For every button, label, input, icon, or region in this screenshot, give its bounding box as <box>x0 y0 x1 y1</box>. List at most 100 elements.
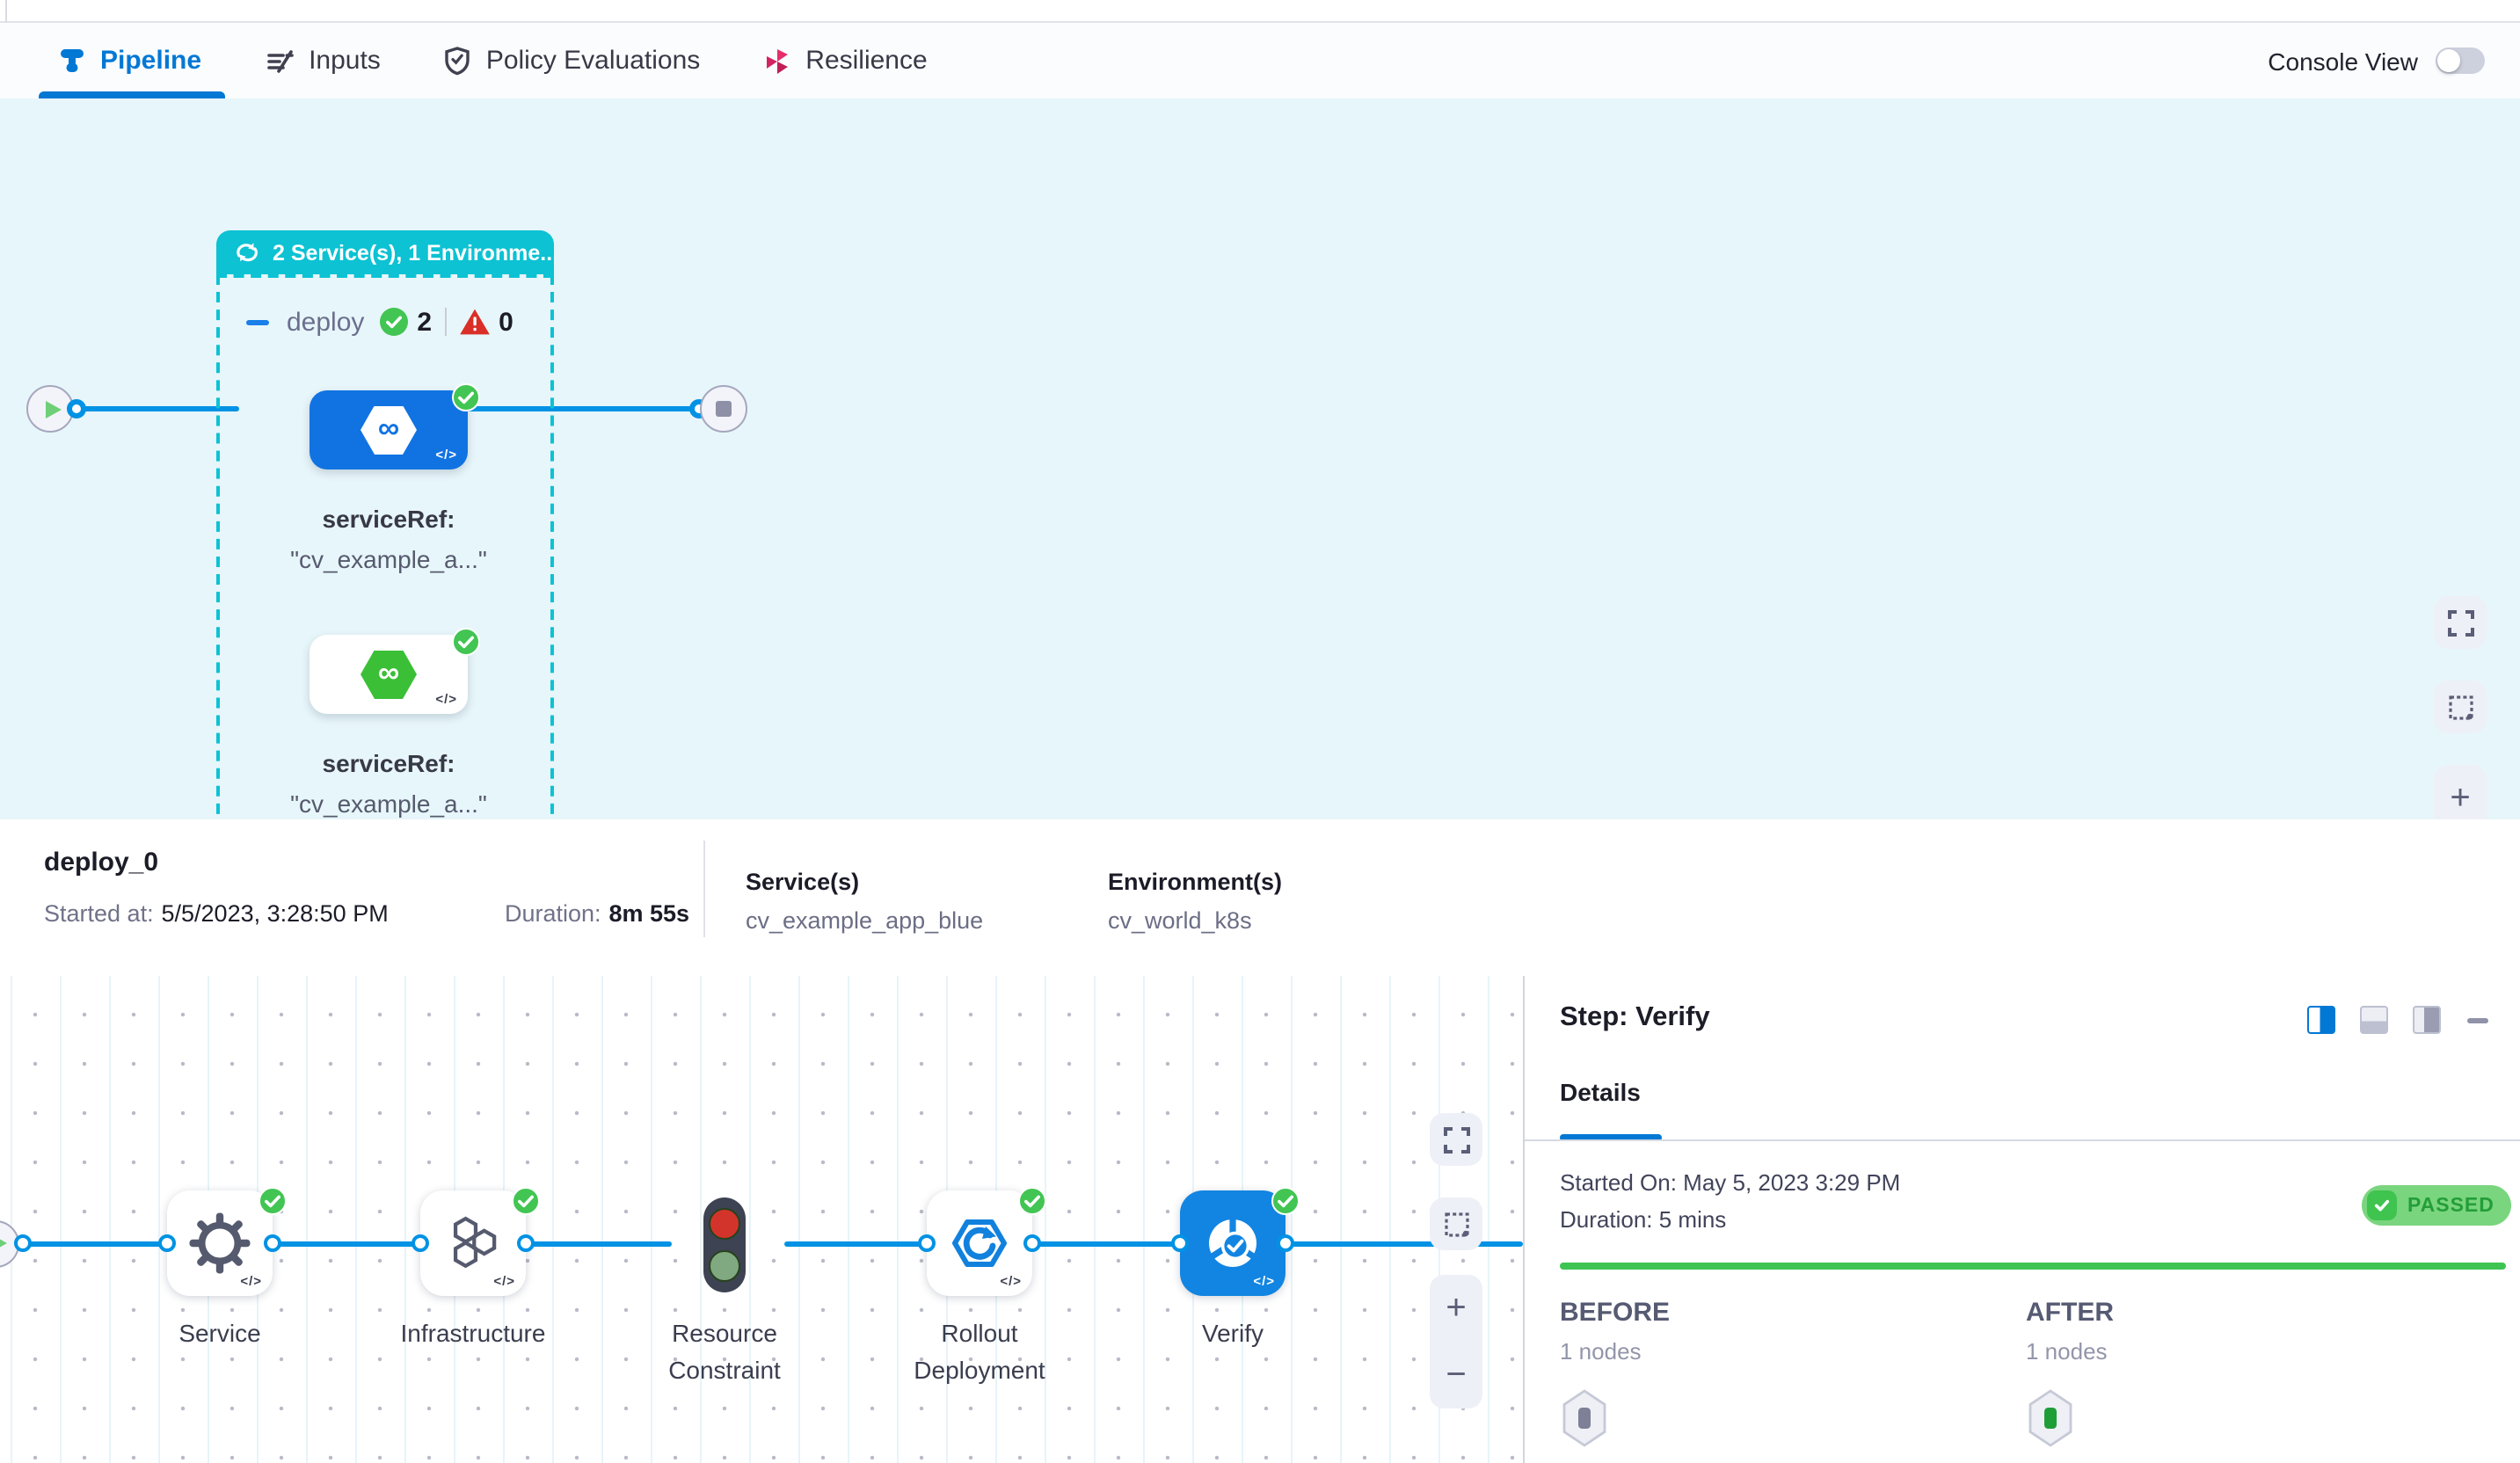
zoom-out-button[interactable]: − <box>1446 1356 1467 1394</box>
play-icon <box>0 1234 6 1252</box>
environments-label: Environment(s) <box>1108 869 1283 895</box>
harness-service-icon: ∞ <box>361 650 417 699</box>
step-label: Service <box>178 1319 261 1347</box>
duration-label: Duration: <box>505 900 601 927</box>
edge <box>23 1241 171 1246</box>
marquee-icon <box>2448 695 2473 719</box>
tab-policy-evaluations[interactable]: Policy Evaluations <box>444 23 700 98</box>
minimize-panel-icon[interactable] <box>2467 1018 2488 1023</box>
fullscreen-icon <box>1443 1126 1469 1153</box>
success-check-icon <box>380 308 409 336</box>
pipeline-icon <box>58 46 86 76</box>
fullscreen-button[interactable] <box>2434 596 2487 649</box>
tab-resilience[interactable]: Resilience <box>763 23 928 98</box>
step-status-icon <box>512 1187 540 1215</box>
stage-row[interactable]: deploy 2 0 <box>246 304 545 339</box>
layout-split-icon[interactable] <box>2307 1006 2335 1034</box>
after-node-hexagon[interactable] <box>2028 1389 2073 1447</box>
play-icon <box>45 400 61 418</box>
after-node-count: 1 nodes <box>2026 1338 2108 1365</box>
edge-start-to-stage <box>77 406 239 411</box>
service-card-1[interactable]: ∞ </> <box>310 390 468 469</box>
fullscreen-button[interactable] <box>1430 1113 1482 1166</box>
step-label: Verify <box>1201 1319 1264 1347</box>
service-2-status-icon <box>452 628 480 656</box>
tab-pipeline[interactable]: Pipeline <box>39 23 223 98</box>
stage-group-header[interactable]: 2 Service(s), 1 Environme... <box>216 230 554 274</box>
zoom-in-button[interactable]: + <box>2450 779 2471 818</box>
services-value[interactable]: cv_example_app_blue <box>746 907 984 934</box>
started-on-text: Started On: May 5, 2023 3:29 PM <box>1560 1169 1901 1196</box>
step-label: Infrastructure <box>400 1319 546 1347</box>
loop-icon <box>234 241 260 264</box>
edge <box>1287 1241 1523 1246</box>
tab-policy-evaluations-label: Policy Evaluations <box>485 46 701 76</box>
code-icon: </> <box>240 1273 262 1289</box>
collapse-stage-icon[interactable] <box>246 319 269 324</box>
before-node-hexagon[interactable] <box>1562 1389 1607 1447</box>
step-status-icon <box>1271 1187 1300 1215</box>
step-verify[interactable]: </> <box>1180 1190 1285 1296</box>
code-icon: </> <box>493 1273 515 1289</box>
stop-icon <box>716 401 732 417</box>
service-ref-value: "cv_example_a..." <box>290 790 487 818</box>
zoom-in-button[interactable]: + <box>1446 1289 1467 1328</box>
harness-service-icon: ∞ <box>361 405 417 455</box>
started-at-label: Started at: <box>44 900 154 927</box>
step-infrastructure[interactable]: </> <box>420 1190 526 1296</box>
code-icon: </> <box>1000 1273 1022 1289</box>
step-resource-constraint[interactable] <box>703 1197 746 1292</box>
edge-connector <box>1277 1234 1294 1252</box>
select-region-button[interactable] <box>2434 681 2487 733</box>
execution-graph-canvas[interactable]: </> Service </> Inf <box>0 976 1523 1463</box>
step-label: Rollout Deployment <box>914 1319 1045 1384</box>
service-1-ref: serviceRef: "cv_example_a..." <box>239 505 538 573</box>
shield-check-icon <box>444 46 472 76</box>
console-view-label: Console View <box>2268 47 2418 75</box>
code-icon: </> <box>1253 1273 1275 1289</box>
edge-connector <box>158 1234 176 1252</box>
step-status-icon <box>1018 1187 1046 1215</box>
failed-warning-icon <box>458 308 490 336</box>
layout-bottom-icon[interactable] <box>2360 1006 2388 1034</box>
step-label: Resource Constraint <box>668 1319 781 1384</box>
console-view-toggle[interactable] <box>2436 47 2485 74</box>
traffic-light-red <box>709 1208 740 1240</box>
toggle-knob <box>2437 49 2460 72</box>
layout-right-icon[interactable] <box>2413 1006 2441 1034</box>
edge-stage-to-end <box>450 406 709 411</box>
service-2-ref: serviceRef: "cv_example_a..." <box>239 749 538 818</box>
pipeline-start-node[interactable] <box>26 385 74 433</box>
details-tab-underline <box>1560 1134 1662 1140</box>
step-service[interactable]: </> <box>167 1190 273 1296</box>
rollout-icon <box>952 1219 1007 1267</box>
before-node-count: 1 nodes <box>1560 1338 1642 1365</box>
stage-graph-canvas[interactable]: 2 Service(s), 1 Environme... deploy 2 0 <box>0 98 2520 819</box>
edge <box>784 1241 930 1246</box>
service-card-2[interactable]: ∞ </> <box>310 635 468 714</box>
tab-inputs[interactable]: Inputs <box>265 23 381 98</box>
select-region-button[interactable] <box>1430 1197 1482 1250</box>
verify-icon <box>1209 1217 1256 1267</box>
fullscreen-icon <box>2447 609 2473 636</box>
pipeline-end-node[interactable] <box>700 385 747 433</box>
step-rollout-deployment[interactable]: </> <box>927 1190 1032 1296</box>
panel-duration-text: Duration: 5 mins <box>1560 1206 1727 1233</box>
environments-value[interactable]: cv_world_k8s <box>1108 907 1252 934</box>
panel-title: Step: Verify <box>1560 1002 1710 1032</box>
stage-name: deploy <box>287 307 365 337</box>
edge-connector <box>264 1234 281 1252</box>
started-at-value: 5/5/2023, 3:28:50 PM <box>161 900 389 927</box>
summary-divider <box>703 841 705 937</box>
edge-connector <box>1023 1234 1041 1252</box>
tab-inputs-label: Inputs <box>309 46 381 76</box>
tab-details[interactable]: Details <box>1560 1078 1641 1106</box>
edge <box>528 1241 672 1246</box>
edge-connector <box>1171 1234 1189 1252</box>
marquee-icon <box>1444 1212 1468 1236</box>
edge <box>1032 1241 1182 1246</box>
code-icon: </> <box>435 447 457 462</box>
edge-connector <box>14 1234 32 1252</box>
verification-progress-bar <box>1560 1263 2506 1270</box>
